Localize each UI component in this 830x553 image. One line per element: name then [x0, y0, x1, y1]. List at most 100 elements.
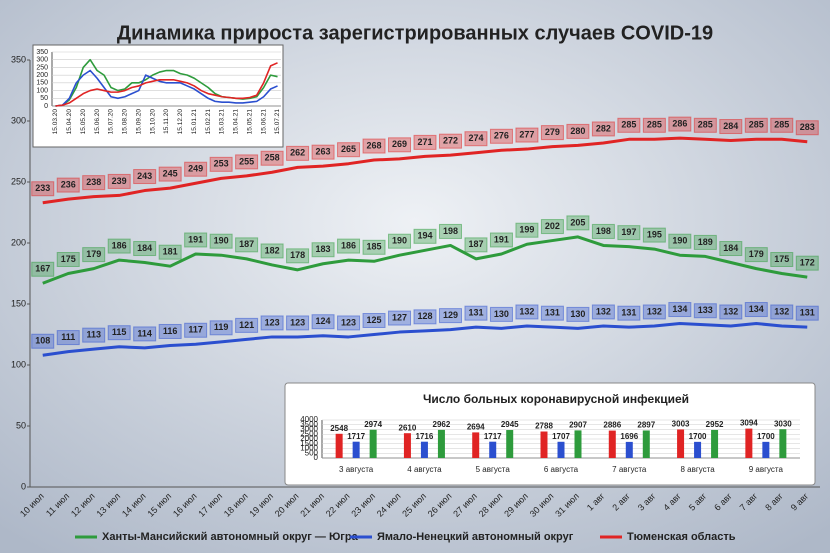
bar — [779, 429, 787, 458]
inset-frame — [32, 44, 284, 148]
data-label: 190 — [672, 236, 687, 246]
data-label-box — [719, 304, 743, 320]
bar — [642, 430, 650, 458]
data-label-box — [413, 134, 437, 150]
data-label: 279 — [545, 127, 560, 137]
data-label: 253 — [214, 159, 229, 169]
data-label-box — [82, 327, 106, 343]
data-label: 178 — [290, 250, 305, 260]
bar — [506, 430, 514, 458]
y-tick-label: 1500 — [300, 439, 318, 448]
data-label: 284 — [723, 121, 738, 131]
bar — [369, 429, 377, 458]
data-label: 132 — [723, 306, 738, 316]
data-label-box — [388, 137, 412, 153]
data-label-box — [362, 239, 386, 255]
data-label: 239 — [112, 176, 127, 186]
data-label: 186 — [341, 240, 356, 250]
data-label: 175 — [774, 254, 789, 264]
data-label-box — [770, 117, 794, 133]
data-label: 277 — [519, 129, 534, 139]
data-label-box — [311, 314, 335, 330]
data-label: 274 — [468, 133, 483, 143]
x-tick-label: 7 августа — [612, 465, 647, 474]
data-label: 236 — [61, 179, 76, 189]
data-label: 185 — [367, 242, 382, 252]
data-label-box — [235, 237, 259, 253]
data-label: 1707 — [552, 432, 570, 441]
data-label: 114 — [137, 328, 152, 338]
x-tick-label: 15.03.21 — [219, 109, 226, 135]
data-label: 131 — [621, 308, 636, 318]
bar — [557, 441, 565, 458]
data-label: 191 — [188, 234, 203, 244]
data-label: 184 — [137, 243, 152, 253]
data-label: 113 — [86, 330, 101, 340]
data-label: 117 — [188, 325, 203, 335]
data-label: 128 — [417, 311, 432, 321]
legend-label: Ханты-Мансийский автономный округ — Югра — [102, 531, 359, 543]
data-label-box — [464, 237, 488, 253]
data-label: 190 — [214, 236, 229, 246]
bar — [694, 441, 702, 458]
data-label: 269 — [392, 139, 407, 149]
data-label: 202 — [545, 221, 560, 231]
data-label: 179 — [749, 249, 764, 259]
data-label: 2952 — [706, 420, 724, 429]
data-label: 175 — [61, 254, 76, 264]
data-label-box — [744, 117, 768, 133]
data-label: 280 — [570, 126, 585, 136]
data-label-box — [642, 304, 666, 320]
data-label-box — [388, 233, 412, 249]
data-label-box — [540, 125, 564, 141]
data-label: 2907 — [569, 420, 587, 429]
legend-label: Ямало-Ненецкий автономный округ — [377, 531, 574, 543]
data-label: 187 — [239, 239, 254, 249]
data-label: 3003 — [672, 420, 690, 429]
data-label-box — [107, 325, 131, 341]
data-label-box — [337, 142, 361, 158]
y-tick-label: 350 — [36, 49, 48, 56]
data-label-box — [209, 320, 233, 336]
data-label: 285 — [774, 120, 789, 130]
y-tick-label: 250 — [36, 64, 48, 71]
x-tick-label: 6 августа — [544, 465, 579, 474]
data-label: 124 — [316, 316, 331, 326]
data-label-box — [515, 222, 539, 238]
y-tick-label: 2500 — [300, 429, 318, 438]
data-label-box — [744, 302, 768, 318]
data-label: 186 — [112, 240, 127, 250]
data-label-box — [235, 317, 259, 333]
data-label-box — [668, 233, 692, 249]
data-label: 2897 — [637, 421, 655, 430]
data-label: 116 — [163, 326, 178, 336]
data-label: 1700 — [757, 432, 775, 441]
data-label: 198 — [596, 226, 611, 236]
data-label-box — [489, 128, 513, 144]
data-label-box — [540, 219, 564, 235]
x-tick-label: 15.04.21 — [233, 109, 240, 135]
data-label: 132 — [596, 306, 611, 316]
data-label-box — [617, 225, 641, 241]
y-tick-label: 300 — [36, 57, 48, 64]
data-label-box — [107, 238, 131, 254]
data-label: 108 — [35, 336, 50, 346]
bar — [540, 431, 548, 458]
data-label-box — [566, 215, 590, 231]
data-label-box — [642, 117, 666, 133]
chart-title: Динамика прироста зарегистрированных слу… — [117, 22, 713, 44]
data-label: 255 — [239, 156, 254, 166]
bar — [489, 441, 497, 458]
data-label: 198 — [443, 226, 458, 236]
data-label: 187 — [468, 239, 483, 249]
x-tick-label: 15.01.21 — [191, 109, 198, 135]
data-label: 134 — [672, 304, 687, 314]
x-tick-label: 15.03.20 — [52, 109, 59, 135]
data-label-box — [668, 116, 692, 132]
bar — [625, 441, 633, 458]
x-tick-label: 15.10.20 — [149, 109, 156, 135]
data-label-box — [56, 330, 80, 346]
data-label: 123 — [341, 317, 356, 327]
